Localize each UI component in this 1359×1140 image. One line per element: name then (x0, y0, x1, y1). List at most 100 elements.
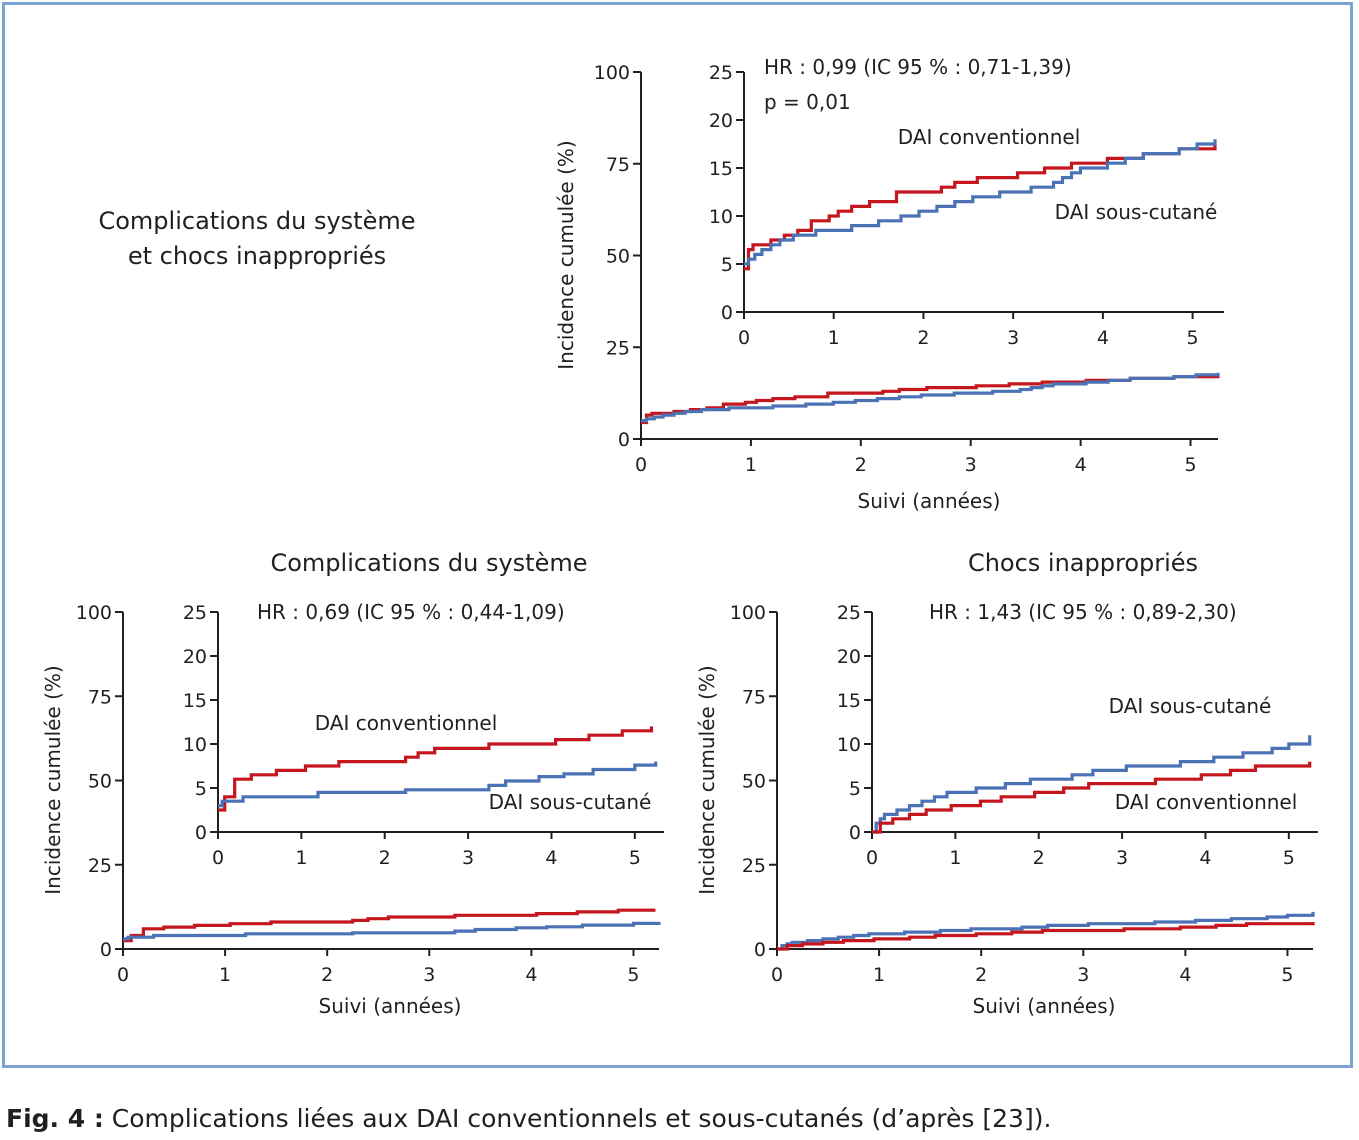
caption-prefix: Fig. 4 : (6, 1104, 104, 1133)
figure-caption: Fig. 4 : Complications liées aux DAI con… (6, 1104, 1051, 1133)
main-series-line-1 (123, 921, 661, 941)
main-y-tick-label: 50 (88, 771, 112, 793)
hr-annotation: HR : 0,69 (IC 95 % : 0,44-1,09) (257, 600, 565, 624)
main-x-tick-label: 4 (525, 964, 537, 986)
main-series-line-1 (777, 922, 1315, 951)
main-x-tick-label: 5 (1281, 964, 1293, 986)
x-axis-label: Suivi (années) (973, 994, 1116, 1018)
inset-x-tick-label: 5 (629, 847, 641, 869)
inset-y-tick-label: 10 (183, 734, 207, 756)
inset-x-tick-label: 1 (295, 847, 307, 869)
inset-y-tick-label: 10 (837, 734, 861, 756)
inset-y-tick-label: 20 (709, 110, 733, 132)
main-x-tick-label: 2 (321, 964, 333, 986)
hr-annotation: HR : 1,43 (IC 95 % : 0,89-2,30) (929, 600, 1237, 624)
inset-y-tick-label: 20 (183, 646, 207, 668)
main-series-line-0 (777, 911, 1315, 951)
inset-x-tick-label: 1 (949, 847, 961, 869)
inset-y-tick-label: 5 (721, 254, 733, 276)
inset-y-tick-label: 25 (709, 62, 733, 84)
inset-y-tick-label: 5 (849, 778, 861, 800)
main-x-tick-label: 5 (1184, 454, 1196, 476)
main-y-tick-label: 50 (742, 771, 766, 793)
hr-annotation: p = 0,01 (764, 90, 851, 114)
inset-y-tick-label: 5 (195, 778, 207, 800)
y-axis-label: Incidence cumulée (%) (41, 665, 65, 894)
inset-x-tick-label: 0 (866, 847, 878, 869)
main-y-tick-label: 0 (754, 939, 766, 961)
inset-x-tick-label: 2 (379, 847, 391, 869)
inset-x-tick-label: 5 (1283, 847, 1295, 869)
main-series-line-1 (641, 372, 1220, 423)
main-y-tick-label: 100 (730, 602, 766, 624)
inset-series-line-1 (744, 139, 1217, 266)
inset-y-tick-label: 10 (709, 206, 733, 228)
chart-panel-0: Complications du système et chocs inappro… (98, 55, 1224, 513)
inset-x-tick-label: 3 (462, 847, 474, 869)
main-y-tick-label: 75 (742, 686, 766, 708)
caption-text: Complications liées aux DAI conventionne… (111, 1104, 1052, 1133)
chart-title: Complications du système (270, 549, 587, 577)
series-label: DAI conventionnel (1115, 790, 1298, 814)
main-y-tick-label: 0 (618, 429, 630, 451)
main-x-tick-label: 0 (635, 454, 647, 476)
inset-y-tick-label: 15 (183, 690, 207, 712)
inset-x-tick-label: 4 (1199, 847, 1211, 869)
inset-y-tick-label: 25 (183, 602, 207, 624)
main-y-tick-label: 25 (742, 855, 766, 877)
main-y-tick-label: 50 (606, 246, 630, 268)
inset-x-tick-label: 3 (1007, 327, 1019, 349)
inset-x-tick-label: 0 (212, 847, 224, 869)
main-y-tick-label: 100 (594, 62, 630, 84)
series-label: DAI conventionnel (315, 711, 498, 735)
inset-x-tick-label: 2 (1033, 847, 1045, 869)
inset-series-line-1 (218, 761, 658, 808)
main-x-tick-label: 4 (1075, 454, 1087, 476)
hr-annotation: HR : 0,99 (IC 95 % : 0,71-1,39) (764, 55, 1072, 79)
main-x-tick-label: 1 (219, 964, 231, 986)
inset-x-tick-label: 4 (1097, 327, 1109, 349)
main-x-tick-label: 1 (873, 964, 885, 986)
chart-title: et chocs inappropriés (128, 242, 386, 270)
main-x-tick-label: 0 (117, 964, 129, 986)
x-axis-label: Suivi (années) (858, 489, 1001, 513)
main-x-tick-label: 5 (627, 964, 639, 986)
chart-title: Complications du système (98, 207, 415, 235)
inset-series-line-0 (218, 726, 654, 812)
figure-frame (2, 2, 1353, 1068)
inset-x-tick-label: 5 (1187, 327, 1199, 349)
inset-y-tick-label: 0 (849, 822, 861, 844)
inset-y-tick-label: 25 (837, 602, 861, 624)
x-axis-label: Suivi (années) (319, 994, 462, 1018)
inset-x-tick-label: 1 (828, 327, 840, 349)
inset-y-tick-label: 20 (837, 646, 861, 668)
series-label: DAI conventionnel (898, 125, 1081, 149)
series-label: DAI sous-cutané (489, 790, 652, 814)
main-y-tick-label: 25 (88, 855, 112, 877)
inset-x-tick-label: 2 (917, 327, 929, 349)
y-axis-label: Incidence cumulée (%) (554, 140, 578, 369)
inset-x-tick-label: 4 (545, 847, 557, 869)
main-x-tick-label: 3 (1077, 964, 1089, 986)
main-x-tick-label: 2 (855, 454, 867, 476)
series-label: DAI sous-cutané (1055, 200, 1218, 224)
y-axis-label: Incidence cumulée (%) (695, 665, 719, 894)
main-x-tick-label: 3 (423, 964, 435, 986)
main-series-line-0 (641, 374, 1220, 425)
inset-series-line-1 (872, 761, 1312, 834)
main-x-tick-label: 3 (965, 454, 977, 476)
main-x-tick-label: 2 (975, 964, 987, 986)
main-y-tick-label: 75 (88, 686, 112, 708)
main-y-tick-label: 25 (606, 337, 630, 359)
main-x-tick-label: 1 (745, 454, 757, 476)
inset-series-line-0 (872, 735, 1312, 834)
main-series-line-0 (123, 908, 656, 943)
inset-y-tick-label: 15 (837, 690, 861, 712)
inset-y-tick-label: 0 (195, 822, 207, 844)
series-label: DAI sous-cutané (1109, 694, 1272, 718)
main-y-tick-label: 100 (76, 602, 112, 624)
inset-y-tick-label: 0 (721, 302, 733, 324)
